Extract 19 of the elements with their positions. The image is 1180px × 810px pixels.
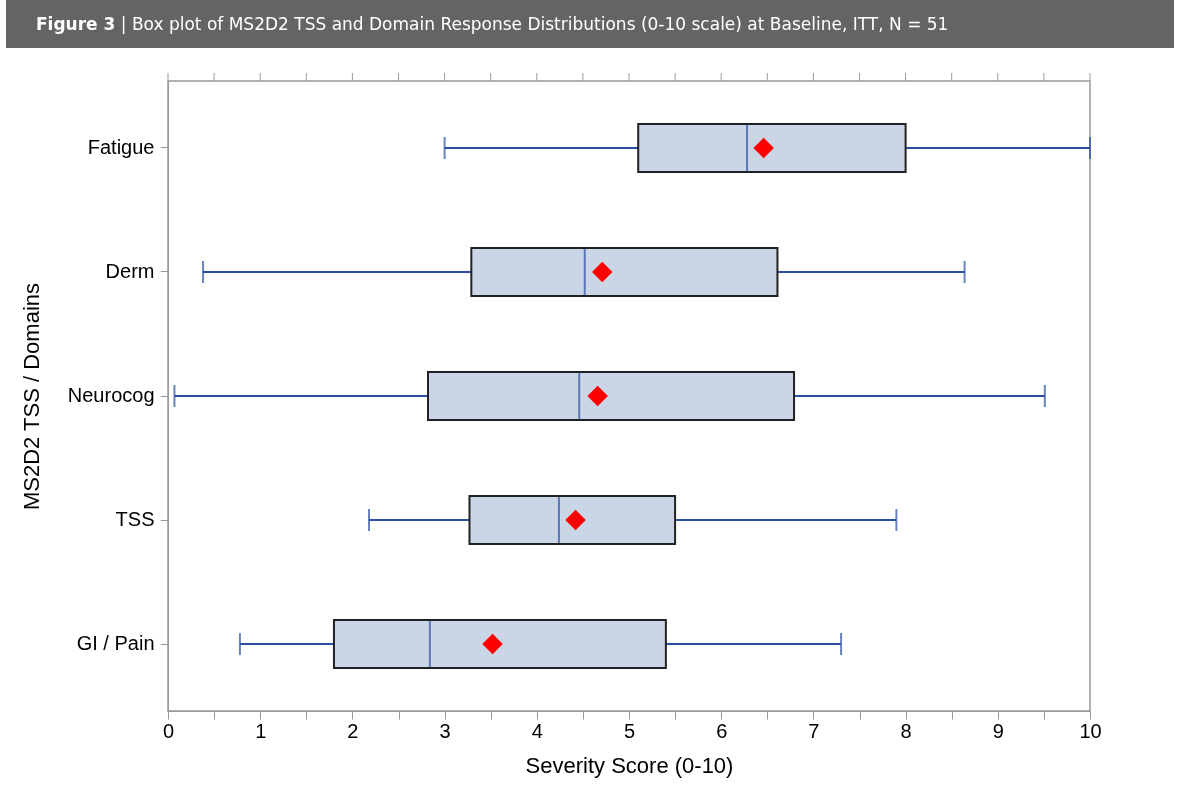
- x-tick-label: 9: [992, 719, 1004, 742]
- x-tick-label: 6: [716, 719, 728, 742]
- chart-title: Figure 3 | Box plot of MS2D2 TSS and Domain Response Distributions (0-10 scale) at Baseline, ITT, N = 51: [6, 0, 1174, 48]
- x-tick-label: 5: [623, 719, 636, 742]
- x-tick-label: 4: [531, 719, 543, 742]
- y-axis-title: MS2D2 TSS / Domains: [18, 282, 44, 511]
- x-tick-label: 7: [808, 719, 820, 742]
- x-tick-label: 3: [439, 719, 451, 742]
- x-tick-label: 1: [255, 719, 267, 742]
- y-tick-label: Fatigue: [87, 135, 155, 158]
- y-tick-label: Neurocog: [67, 384, 155, 406]
- x-tick-label: 8: [900, 719, 912, 742]
- y-tick-label: GI / Pain: [76, 632, 155, 655]
- x-tick-label: 0: [162, 719, 175, 742]
- y-tick-label: TSS: [115, 508, 155, 531]
- x-tick-label: 2: [347, 719, 359, 742]
- x-axis-title: Severity Score (0-10): [525, 752, 734, 778]
- x-tick-label: 10: [1079, 719, 1102, 742]
- y-tick-label: Derm: [105, 259, 155, 282]
